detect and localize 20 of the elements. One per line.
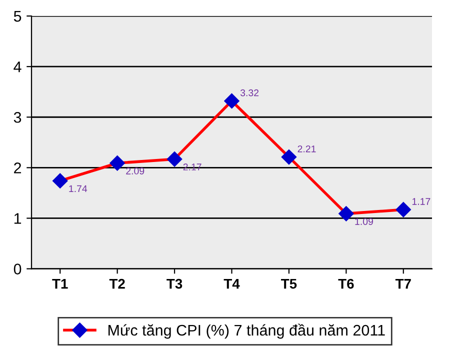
x-tick-label: T1 [52,279,68,289]
legend-label: Mức tăng CPI (%) 7 tháng đầu năm 2011 [108,324,385,339]
y-tick-label: 2 [14,162,22,174]
x-tick-label: T3 [166,278,182,289]
y-tick-label: 5 [14,11,22,22]
x-tick-label: T6 [338,278,354,289]
data-label: 1.74 [69,185,88,192]
y-tick-label: 0 [14,264,22,274]
x-tick-label: T5 [281,279,297,289]
y-tick-label: 1 [14,213,22,224]
y-tick-label: 4 [14,62,22,72]
x-tick-label: T7 [395,279,411,289]
x-tick-label: T2 [109,278,125,289]
data-label: 3.32 [240,89,259,96]
data-label: 2.09 [126,168,144,174]
y-tick-label: 3 [14,112,22,123]
data-label: 1.09 [355,218,373,225]
x-tick-label: T4 [224,279,240,289]
data-label: 1.17 [412,198,430,205]
data-label: 2.21 [298,145,316,152]
